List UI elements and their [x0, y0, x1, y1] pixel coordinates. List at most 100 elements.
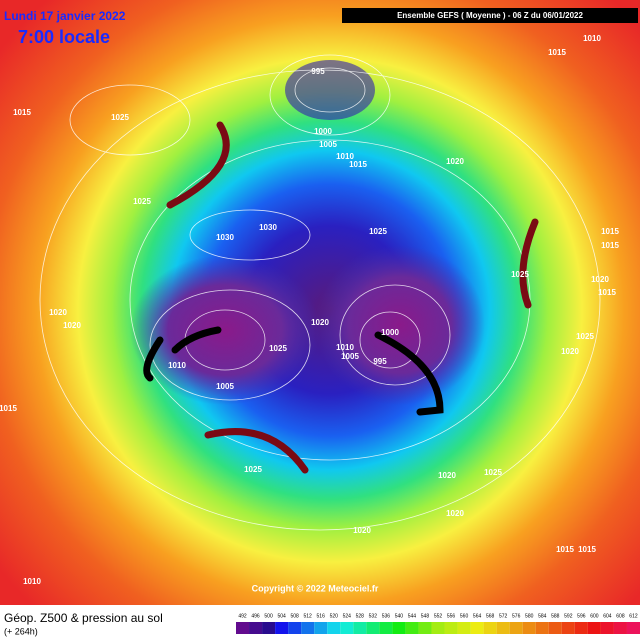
- legend-level: 492: [238, 613, 247, 619]
- legend-level: 504: [277, 613, 286, 619]
- pressure-label: 1020: [446, 509, 464, 518]
- legend-swatch: [483, 622, 497, 634]
- pressure-label: 1015: [578, 545, 596, 554]
- pressure-label: 1000: [314, 127, 332, 136]
- legend-swatch: [548, 622, 562, 634]
- pressure-label: 1020: [63, 321, 81, 330]
- legend-swatch: [301, 622, 315, 634]
- legend-level: 532: [369, 613, 378, 619]
- legend-level: 500: [264, 613, 273, 619]
- pressure-label: 1025: [133, 197, 151, 206]
- legend-level: 552: [434, 613, 443, 619]
- legend-level: 604: [603, 613, 612, 619]
- pressure-label: 1015: [13, 108, 31, 117]
- legend-swatch: [587, 622, 601, 634]
- legend-level: 556: [447, 613, 456, 619]
- pressure-label: 1010: [336, 152, 354, 161]
- legend-level: 548: [421, 613, 430, 619]
- legend-swatch: [431, 622, 445, 634]
- date-label: Lundi 17 janvier 2022: [4, 9, 126, 23]
- legend-swatch: [457, 622, 471, 634]
- pressure-label: 1025: [369, 227, 387, 236]
- pressure-label: 1025: [484, 468, 502, 477]
- legend-swatch: [327, 622, 341, 634]
- legend-level: 560: [460, 613, 469, 619]
- legend-level: 496: [251, 613, 260, 619]
- pressure-label: 995: [373, 357, 387, 366]
- copyright: Copyright © 2022 Meteociel.fr: [252, 583, 379, 593]
- legend-level: 544: [408, 613, 417, 619]
- pressure-label: 1020: [561, 347, 579, 356]
- pressure-label: 1020: [49, 308, 67, 317]
- lead-time: (+ 264h): [4, 626, 38, 636]
- pressure-label: 1015: [548, 48, 566, 57]
- legend-level: 608: [616, 613, 625, 619]
- legend-level: 536: [382, 613, 391, 619]
- legend-level: 612: [629, 613, 638, 619]
- pressure-label: 1015: [601, 241, 619, 250]
- troughs: [143, 326, 444, 416]
- legend-level: 576: [512, 613, 521, 619]
- legend-swatch: [444, 622, 458, 634]
- model-box: [342, 8, 638, 23]
- pressure-label: 1015: [0, 404, 17, 413]
- low-blob: [130, 255, 320, 405]
- legend-swatch: [314, 622, 328, 634]
- legend-level: 528: [356, 613, 365, 619]
- pressure-label: 1025: [511, 270, 529, 279]
- pressure-label: 1015: [556, 545, 574, 554]
- legend-swatch: [561, 622, 575, 634]
- legend-level: 520: [330, 613, 339, 619]
- pressure-label: 1010: [583, 34, 601, 43]
- legend-swatch: [496, 622, 510, 634]
- legend-swatch: [392, 622, 406, 634]
- pressure-label: 1025: [111, 113, 129, 122]
- legend-swatch: [418, 622, 432, 634]
- legend-level: 600: [590, 613, 599, 619]
- pressure-label: 1015: [598, 288, 616, 297]
- pressure-label: 995: [311, 67, 325, 76]
- legend-level: 572: [499, 613, 508, 619]
- legend-swatch: [470, 622, 484, 634]
- pressure-label: 1020: [591, 275, 609, 284]
- legend-swatch: [405, 622, 419, 634]
- pressure-label: 1020: [353, 526, 371, 535]
- legend-level: 568: [486, 613, 495, 619]
- legend-swatch: [613, 622, 627, 634]
- legend-swatch: [366, 622, 380, 634]
- pressure-label: 1030: [216, 233, 234, 242]
- legend-swatch: [509, 622, 523, 634]
- legend-level: 596: [577, 613, 586, 619]
- legend-level: 512: [304, 613, 313, 619]
- legend-level: 516: [317, 613, 326, 619]
- footer-title: Géop. Z500 & pression au sol: [4, 611, 163, 625]
- pressure-label: 1020: [311, 318, 329, 327]
- legend-level: 584: [538, 613, 547, 619]
- legend-swatch: [236, 622, 250, 634]
- legend-level: 508: [290, 613, 299, 619]
- legend-swatch: [262, 622, 276, 634]
- legend-swatch: [353, 622, 367, 634]
- legend-swatch: [522, 622, 536, 634]
- pressure-label: 1025: [269, 344, 287, 353]
- pressure-label: 1005: [319, 140, 337, 149]
- legend-swatch: [379, 622, 393, 634]
- legend-level: 580: [525, 613, 534, 619]
- pressure-label: 1015: [601, 227, 619, 236]
- legend-swatch: [535, 622, 549, 634]
- legend-swatch: [574, 622, 588, 634]
- legend-swatch: [249, 622, 263, 634]
- isobars: [39, 54, 601, 531]
- pressure-label: 1030: [259, 223, 277, 232]
- pressure-label: 1000: [381, 328, 399, 337]
- low-blob: [315, 245, 485, 405]
- pressure-label: 1015: [349, 160, 367, 169]
- legend-level: 524: [343, 613, 352, 619]
- legend-swatch: [600, 622, 614, 634]
- pressure-label: 1025: [576, 332, 594, 341]
- legend-swatch: [288, 622, 302, 634]
- legend-swatch: [626, 622, 640, 634]
- pressure-label: 1005: [341, 352, 359, 361]
- legend-level: 540: [395, 613, 404, 619]
